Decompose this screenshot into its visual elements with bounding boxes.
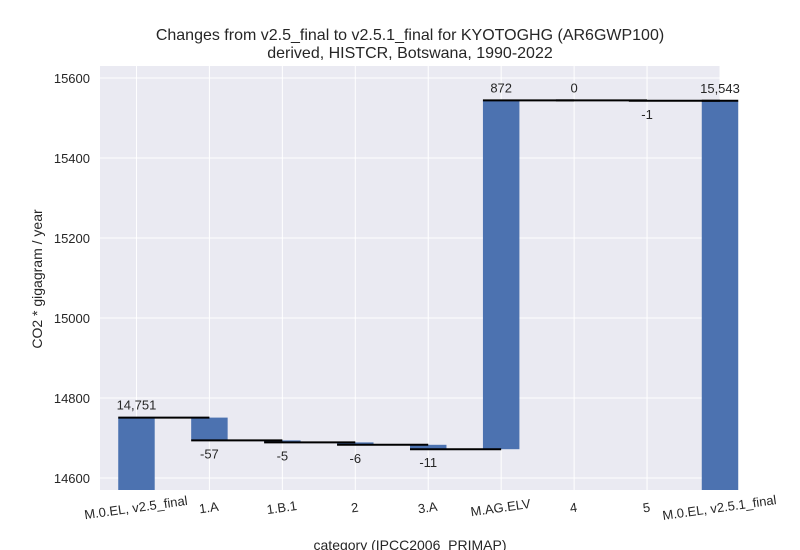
y-tick-label: 15000 (54, 311, 90, 326)
bar (337, 442, 374, 445)
x-tick-label: 1.A (198, 499, 220, 517)
x-tick-label: 5 (642, 500, 651, 516)
y-tick-label: 14800 (54, 391, 90, 406)
y-tick-labels: 14600 14800 15000 15200 15400 15600 (54, 71, 90, 486)
y-axis-label: CO2 * gigagram / year (29, 209, 45, 349)
data-labels: 14,751 -57 -5 -6 -11 872 0 -1 15,543 (117, 80, 740, 470)
x-tick-label: 2 (350, 500, 359, 516)
data-label: -6 (350, 451, 362, 466)
bar (701, 100, 739, 491)
x-tick-label: 4 (569, 500, 578, 516)
data-label: -1 (641, 107, 653, 122)
y-tick-label: 15400 (54, 151, 90, 166)
data-label: 872 (490, 80, 512, 95)
y-tick-label: 14600 (54, 471, 90, 486)
chart-title-line-1: Changes from v2.5_final to v2.5.1_final … (156, 27, 664, 44)
data-label: 0 (571, 80, 578, 95)
bar (191, 417, 228, 441)
x-tick-labels: M.0.EL, v2.5_final 1.A 1.B.1 2 3.A M.AG.ELV 4 5… (83, 492, 777, 523)
x-axis-label: category (IPCC2006_PRIMAP) (314, 537, 507, 550)
data-label: 15,543 (700, 81, 740, 96)
connectors (118, 99, 739, 451)
data-label: 14,751 (117, 398, 157, 413)
x-tick-label: M.0.EL, v2.5_final (83, 493, 188, 522)
data-label: -11 (419, 455, 437, 470)
x-tick-label: 1.B.1 (266, 498, 298, 517)
bar (482, 100, 520, 450)
x-tick-label: M.0.EL, v2.5.1_final (661, 492, 777, 523)
chart-title-line-2: derived, HISTCR, Botswana, 1990-2022 (267, 45, 553, 62)
data-label: -5 (277, 448, 289, 463)
bar (410, 444, 447, 450)
x-tick-label: 3.A (417, 499, 439, 517)
y-tick-label: 15600 (54, 71, 90, 86)
x-tick-label: M.AG.ELV (470, 496, 532, 519)
y-tick-label: 15200 (54, 231, 90, 246)
bar (118, 417, 155, 490)
y-gridlines (100, 77, 720, 479)
data-label: -57 (200, 446, 219, 461)
